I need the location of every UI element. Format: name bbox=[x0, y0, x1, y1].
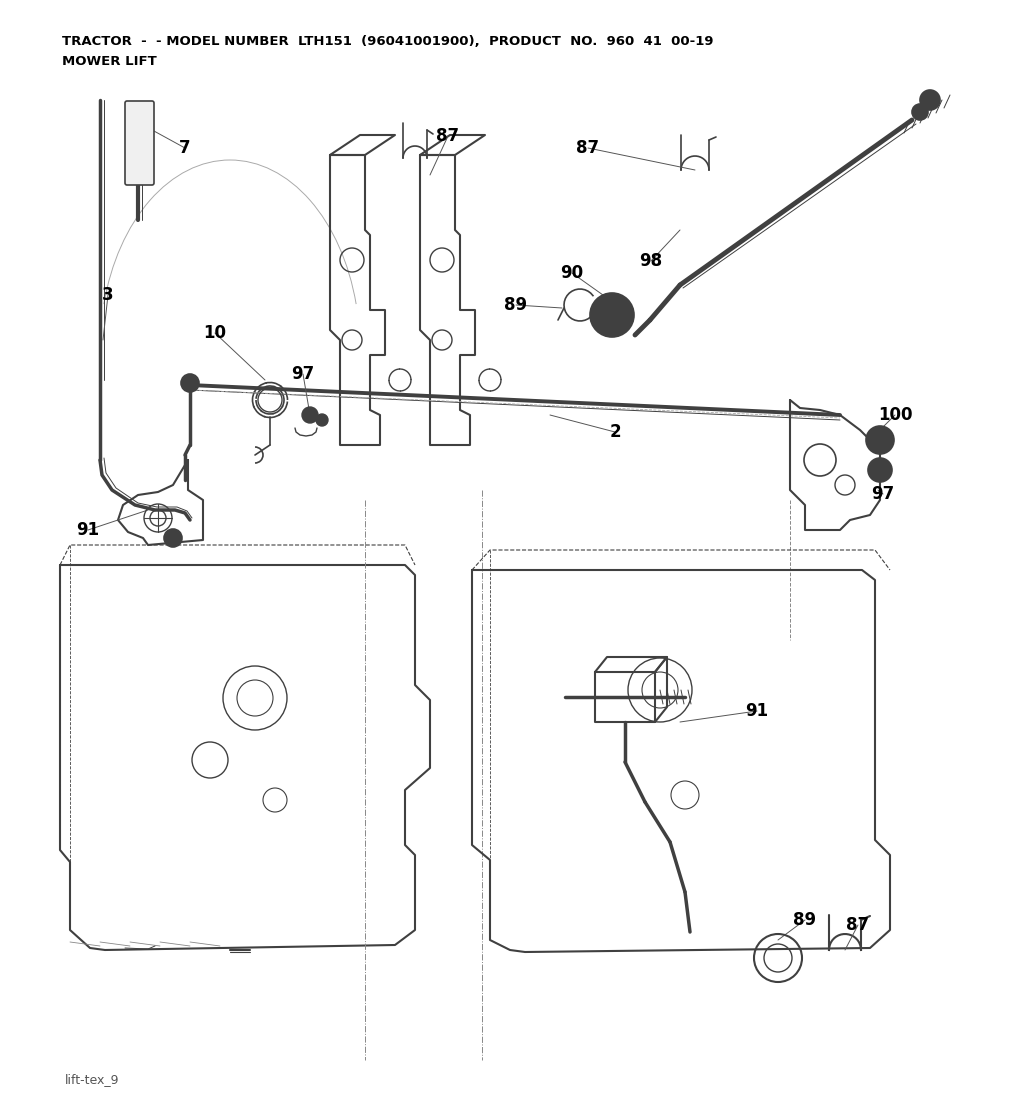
Text: 89: 89 bbox=[505, 296, 527, 314]
Circle shape bbox=[866, 426, 894, 454]
Text: 10: 10 bbox=[204, 324, 226, 341]
Circle shape bbox=[302, 407, 318, 423]
Text: 87: 87 bbox=[436, 127, 460, 145]
Circle shape bbox=[920, 90, 940, 110]
Text: lift-tex_9: lift-tex_9 bbox=[65, 1074, 120, 1087]
Text: 2: 2 bbox=[609, 423, 621, 441]
Text: MOWER LIFT: MOWER LIFT bbox=[62, 55, 157, 68]
Circle shape bbox=[164, 529, 182, 547]
Text: 90: 90 bbox=[560, 264, 584, 282]
Circle shape bbox=[868, 458, 892, 482]
Text: 7: 7 bbox=[179, 140, 190, 157]
Text: 89: 89 bbox=[794, 911, 816, 929]
FancyBboxPatch shape bbox=[125, 102, 154, 185]
Text: 87: 87 bbox=[577, 140, 600, 157]
Circle shape bbox=[316, 414, 328, 426]
Text: 87: 87 bbox=[847, 916, 869, 934]
Text: 91: 91 bbox=[745, 702, 769, 720]
Circle shape bbox=[590, 294, 634, 337]
Text: TRACTOR  -  - MODEL NUMBER  LTH151  (96041001900),  PRODUCT  NO.  960  41  00-19: TRACTOR - - MODEL NUMBER LTH151 (9604100… bbox=[62, 35, 714, 48]
Circle shape bbox=[181, 374, 199, 392]
Circle shape bbox=[912, 104, 928, 121]
Text: 97: 97 bbox=[871, 485, 895, 503]
Text: 97: 97 bbox=[292, 365, 314, 383]
Text: 91: 91 bbox=[77, 521, 99, 539]
Text: 3: 3 bbox=[102, 286, 114, 304]
Text: 100: 100 bbox=[878, 406, 912, 424]
Text: 98: 98 bbox=[639, 252, 663, 270]
